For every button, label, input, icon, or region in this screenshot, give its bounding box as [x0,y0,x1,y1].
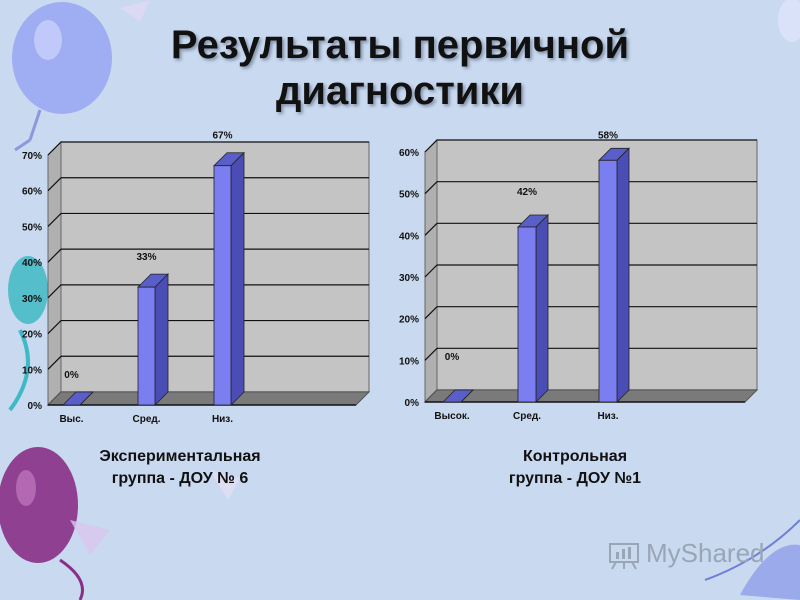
x-tick-label: Низ. [212,414,233,425]
caption-line1: Контрольная [522,448,628,465]
x-tick-label: Сред. [513,411,541,422]
y-tick-label: 40% [22,258,42,269]
x-tick-label: Высок. [434,411,469,422]
gridline [47,212,369,227]
control-group-chart: 0% 10% 20% 30% 40% 50% 60% 0% Высок. 42% Сред. 58% Н… [395,130,770,430]
gridline [47,284,369,299]
y-tick-label: 20% [399,315,419,326]
bar [137,286,156,406]
data-label: 33% [136,252,156,263]
y-tick-label: 30% [22,294,42,305]
data-label: 0% [64,370,79,381]
y-tick-label: 70% [22,151,42,162]
y-tick-label: 50% [22,222,42,233]
gridline [47,177,369,192]
bar [213,165,232,406]
control-group-caption: Контрольная группа - ДОУ №1 [470,446,680,490]
caption-line2: группа - ДОУ № 6 [111,470,249,487]
gridline [424,306,757,320]
bar [517,226,537,403]
gridline [47,141,369,156]
y-tick-label: 30% [399,273,419,284]
y-tick-label: 60% [22,187,42,198]
plot-floor [46,391,371,406]
gridline [47,319,369,334]
x-tick-label: Сред. [132,414,160,425]
gridline [424,181,757,195]
data-label: 0% [445,352,460,363]
gridline [424,139,757,153]
y-tick-label: 10% [22,365,42,376]
bar-side [154,273,169,406]
bar-side [460,389,474,403]
caption-line2: группа - ДОУ №1 [508,470,642,487]
presentation-icon [609,543,639,570]
bar-side [535,214,549,403]
x-tick-label: Низ. [597,411,618,422]
x-tick-label: Выс. [59,414,83,425]
gridline [47,355,369,370]
experimental-group-chart: 0% 10% 20% 30% 40% 50% 60% 70% 0% Выс. 33% Сред. 67%… [18,131,378,430]
gridline [47,248,369,263]
data-label: 42% [517,187,537,198]
slide-title-line1: Результаты первичной [170,23,630,67]
gridline [424,264,757,278]
y-tick-label: 0% [405,398,420,409]
y-tick-label: 0% [28,401,43,412]
bar-side [79,391,94,406]
watermark: MyShared [646,538,765,568]
y-tick-label: 20% [22,330,42,341]
bar-side [230,151,245,406]
slide-title: Результаты первичной диагностики [100,22,700,114]
y-tick-label: 10% [399,356,419,367]
gridline [424,347,757,361]
y-tick-label: 40% [399,231,419,242]
plot-floor [423,389,759,403]
plot-side-wall [47,140,62,407]
bar [598,159,618,403]
bar-side [616,147,630,403]
data-label: 58% [598,130,618,141]
slide-title-line2: диагностики [276,69,524,113]
data-label: 67% [212,131,232,142]
gridline [424,222,757,236]
caption-line1: Экспериментальная [99,448,261,465]
y-tick-label: 60% [399,148,419,159]
y-tick-label: 50% [399,190,419,201]
experimental-group-caption: Экспериментальная группа - ДОУ № 6 [60,446,300,490]
